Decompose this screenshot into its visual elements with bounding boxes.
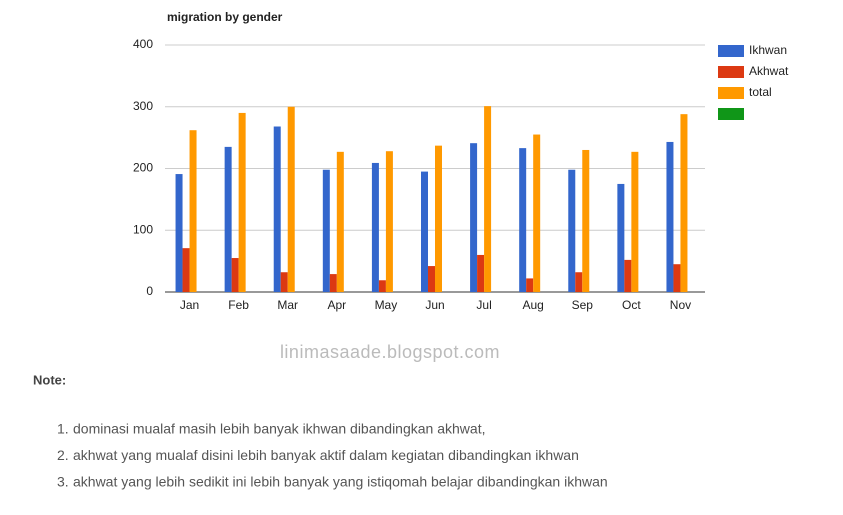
legend-label: Akhwat [749, 64, 789, 78]
bar [435, 145, 442, 292]
x-tick-label: Sep [572, 298, 594, 312]
bar [224, 146, 232, 292]
legend-swatch [718, 66, 744, 78]
bar [617, 183, 625, 292]
bar [631, 151, 639, 292]
x-tick-label: Aug [523, 298, 544, 312]
legend-label: Ikhwan [749, 43, 787, 57]
note-heading: Note: [33, 372, 66, 387]
bar [666, 141, 674, 292]
bar [322, 169, 330, 292]
y-tick-label: 100 [133, 222, 153, 236]
bar [273, 126, 281, 292]
list-number: 1. [57, 421, 69, 437]
bar [680, 114, 688, 292]
x-tick-label: Feb [228, 298, 249, 312]
list-item: dominasi mualaf masih lebih banyak ikhwa… [73, 421, 485, 437]
legend-swatch [718, 108, 744, 120]
bar [371, 162, 379, 292]
bar [182, 248, 190, 292]
y-tick-label: 200 [133, 161, 153, 175]
legend-swatch [718, 45, 744, 57]
y-tick-label: 400 [133, 37, 153, 51]
x-tick-label: Oct [622, 298, 641, 312]
y-tick-label: 300 [133, 99, 153, 113]
bar [385, 151, 393, 292]
chart-title: migration by gender [167, 10, 283, 24]
bar [484, 106, 492, 292]
bar [428, 266, 435, 292]
bar [568, 169, 576, 292]
list-item: akhwat yang mualaf disini lebih banyak a… [73, 447, 579, 463]
bar [575, 272, 583, 292]
bar [470, 143, 478, 292]
bar [329, 274, 337, 292]
x-tick-label: Mar [277, 298, 298, 312]
watermark: linimasaade.blogspot.com [280, 342, 500, 362]
bar [421, 171, 428, 292]
x-tick-label: Jun [425, 298, 444, 312]
y-tick-label: 0 [146, 284, 153, 298]
x-tick-label: Jan [180, 298, 199, 312]
bar [378, 280, 386, 292]
bar [336, 151, 344, 292]
x-tick-label: Jul [476, 298, 491, 312]
bar [287, 106, 295, 292]
bar [533, 134, 541, 292]
bar [673, 264, 681, 292]
bar [519, 148, 527, 292]
bar [231, 258, 239, 292]
bar [175, 174, 183, 292]
bar [582, 149, 590, 292]
bar [477, 254, 485, 292]
x-tick-label: Apr [327, 298, 346, 312]
list-number: 3. [57, 474, 69, 490]
list-number: 2. [57, 447, 69, 463]
bar [238, 112, 246, 292]
x-tick-label: Nov [670, 298, 691, 312]
bar [189, 130, 197, 292]
bar [624, 259, 632, 292]
x-tick-label: May [375, 298, 398, 312]
list-item: akhwat yang lebih sedikit ini lebih bany… [73, 474, 608, 490]
legend-label: total [749, 85, 772, 99]
bar [526, 278, 534, 292]
bar [280, 272, 288, 292]
legend-swatch [718, 87, 744, 99]
